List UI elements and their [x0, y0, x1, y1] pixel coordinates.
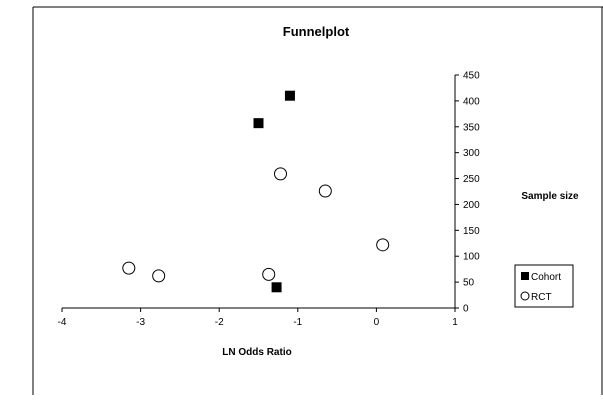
data-point-cohort: [253, 118, 264, 129]
legend-label-cohort: Cohort: [531, 272, 561, 283]
data-point-cohort: [271, 282, 282, 293]
y-tick-label: 250: [463, 174, 480, 185]
data-point-rct: [274, 167, 288, 181]
y-tick-label: 450: [463, 71, 480, 82]
x-axis-label: LN Odds Ratio: [222, 347, 291, 358]
legend-marker-rct: [520, 291, 530, 301]
x-tick-label: 1: [452, 317, 458, 328]
x-tick-label: -3: [136, 317, 145, 328]
y-tick-label: 0: [463, 304, 469, 315]
y-tick-label: 50: [463, 278, 475, 289]
y-tick-label: 400: [463, 96, 480, 107]
y-tick-label: 100: [463, 252, 480, 263]
y-tick-label: 150: [463, 226, 480, 237]
data-point-rct: [376, 238, 390, 252]
data-point-rct: [122, 261, 136, 275]
y-tick-label: 300: [463, 148, 480, 159]
legend-label-rct: RCT: [531, 292, 552, 303]
y-axis-label: Sample size: [521, 191, 579, 202]
data-point-rct: [152, 269, 166, 283]
y-tick-label: 200: [463, 200, 480, 211]
x-tick-label: -1: [293, 317, 302, 328]
data-point-rct: [262, 267, 276, 281]
y-tick-label: 350: [463, 122, 480, 133]
chart-title: Funnelplot: [283, 24, 350, 39]
legend-marker-cohort: [521, 272, 529, 280]
data-point-rct: [318, 184, 332, 198]
x-tick-label: 0: [374, 317, 380, 328]
legend: Cohort RCT: [514, 264, 574, 308]
x-tick-label: -2: [215, 317, 224, 328]
data-marks: [122, 90, 390, 293]
x-tick-label: -4: [58, 317, 67, 328]
data-point-cohort: [284, 90, 295, 101]
